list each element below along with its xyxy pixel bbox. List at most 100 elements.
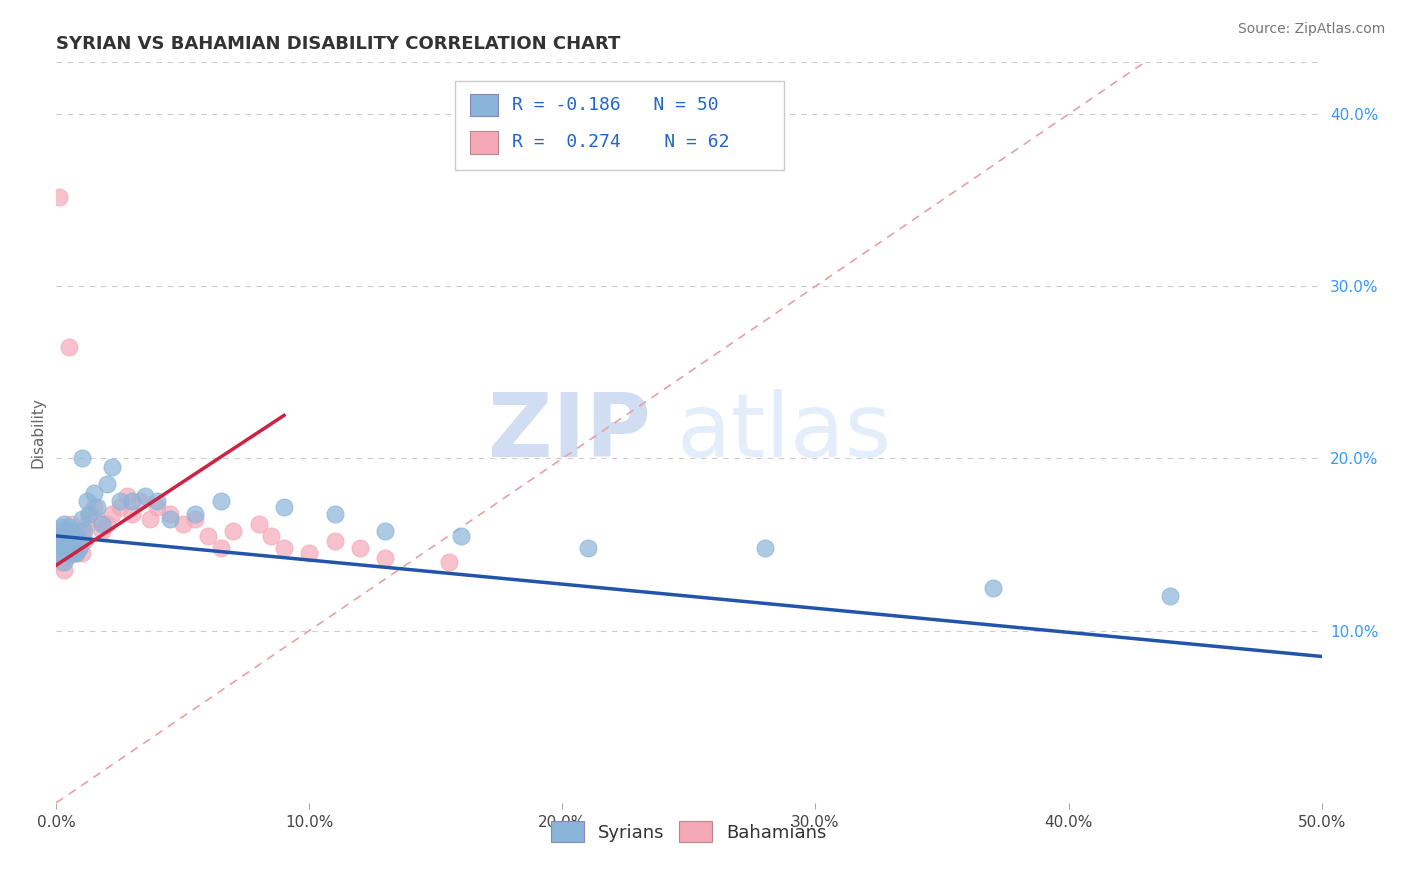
Point <box>76 516 98 531</box>
Point <box>128 494 150 508</box>
Point <box>374 524 396 538</box>
Point <box>323 534 346 549</box>
Point <box>52 563 75 577</box>
Point <box>55 537 77 551</box>
Point <box>247 516 270 531</box>
Point <box>55 529 77 543</box>
Point <box>108 500 131 514</box>
Point <box>63 524 86 538</box>
Point <box>52 516 75 531</box>
Point <box>60 541 83 555</box>
Point <box>58 546 80 560</box>
Point <box>172 516 194 531</box>
Point <box>374 551 396 566</box>
Point <box>48 546 70 560</box>
Legend: Syrians, Bahamians: Syrians, Bahamians <box>544 814 834 849</box>
Point <box>65 546 87 560</box>
Point <box>55 546 77 560</box>
Point <box>73 524 96 538</box>
Text: atlas: atlas <box>676 389 891 476</box>
Point <box>101 507 124 521</box>
Point <box>52 529 75 543</box>
Text: Source: ZipAtlas.com: Source: ZipAtlas.com <box>1237 22 1385 37</box>
Point <box>83 486 105 500</box>
Point <box>63 541 86 555</box>
Text: R =  0.274    N = 62: R = 0.274 N = 62 <box>512 133 730 151</box>
Point <box>159 512 181 526</box>
Point <box>65 529 87 543</box>
Point <box>576 541 599 555</box>
Point <box>450 529 472 543</box>
Point <box>76 494 98 508</box>
Point <box>63 537 86 551</box>
Point <box>323 507 346 521</box>
Point <box>77 507 100 521</box>
Point <box>981 581 1004 595</box>
Point <box>55 534 77 549</box>
Point <box>67 534 90 549</box>
Point <box>298 546 321 560</box>
Point <box>96 477 118 491</box>
Point <box>121 494 143 508</box>
Point <box>273 541 295 555</box>
Point <box>58 520 80 534</box>
Point <box>60 546 83 560</box>
Point <box>146 494 169 508</box>
Point <box>65 546 87 560</box>
Point <box>77 507 100 521</box>
Point <box>52 534 75 549</box>
Point <box>55 541 77 555</box>
Point <box>51 520 73 534</box>
Point <box>1159 589 1181 603</box>
Point <box>52 529 75 543</box>
Point <box>260 529 283 543</box>
Point <box>754 541 776 555</box>
Point <box>52 546 75 560</box>
Point <box>51 541 73 555</box>
Point <box>273 500 295 514</box>
Point <box>51 546 73 560</box>
Bar <box>470 131 498 153</box>
Point <box>349 541 371 555</box>
Point <box>58 534 80 549</box>
Point <box>55 524 77 538</box>
Point <box>209 541 232 555</box>
Point <box>83 500 105 514</box>
Text: R = -0.186   N = 50: R = -0.186 N = 50 <box>512 95 718 113</box>
Point <box>55 551 77 566</box>
Point <box>51 524 73 538</box>
Point <box>70 546 93 560</box>
Point <box>222 524 245 538</box>
Point <box>65 529 87 543</box>
Point <box>159 507 181 521</box>
Point <box>58 524 80 538</box>
Point <box>48 541 70 555</box>
Point <box>70 524 93 538</box>
FancyBboxPatch shape <box>454 81 785 169</box>
Point <box>134 489 156 503</box>
Point <box>209 494 232 508</box>
Point <box>63 546 86 560</box>
Point <box>48 529 70 543</box>
Point <box>63 537 86 551</box>
Point <box>67 534 90 549</box>
Point <box>96 516 118 531</box>
Point <box>86 500 108 514</box>
Point <box>60 516 83 531</box>
Point <box>70 512 93 526</box>
Point <box>67 541 90 555</box>
Point <box>90 524 112 538</box>
Point <box>101 460 124 475</box>
Point <box>121 507 143 521</box>
Point <box>197 529 219 543</box>
Point <box>139 512 162 526</box>
Point <box>70 451 93 466</box>
Point <box>58 339 80 353</box>
Point <box>52 555 75 569</box>
Point <box>67 541 90 555</box>
Point <box>184 507 207 521</box>
Text: ZIP: ZIP <box>488 389 651 476</box>
Point <box>58 537 80 551</box>
Point <box>73 534 96 549</box>
Point <box>437 555 460 569</box>
